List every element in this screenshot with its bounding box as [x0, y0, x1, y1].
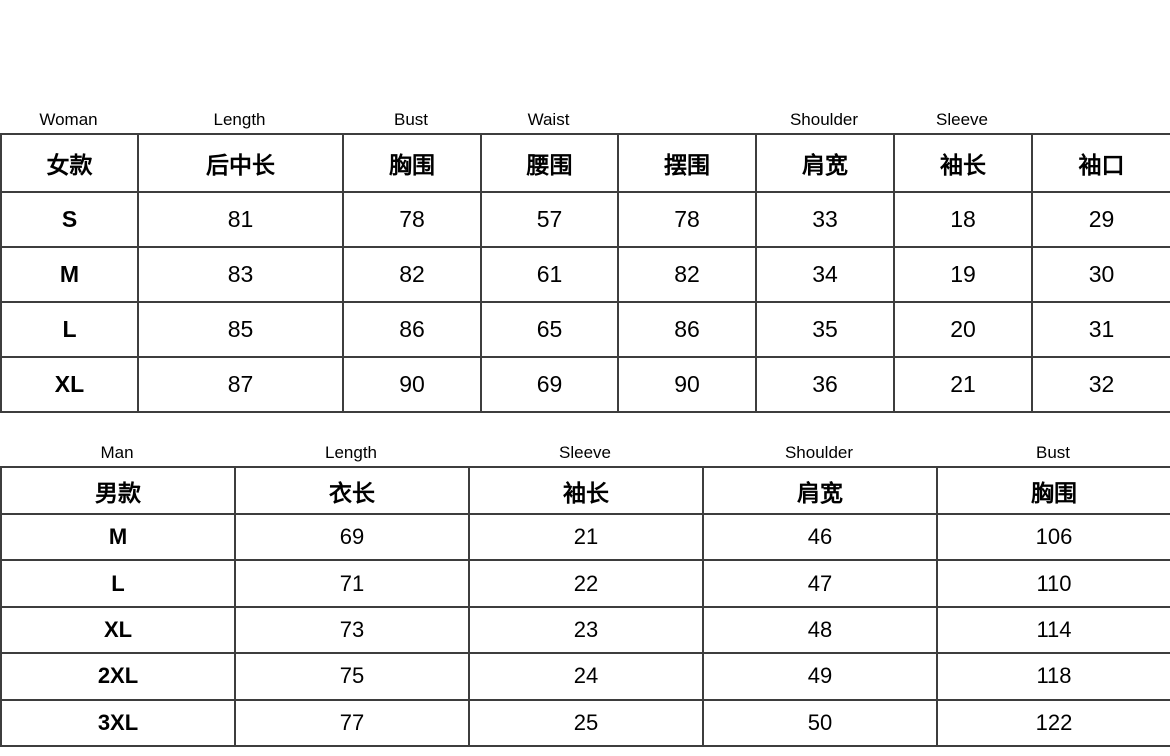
man-size-row-3xl: 3XL 77 25 50 122: [0, 698, 1170, 747]
woman-col-label-length: Length: [213, 110, 266, 129]
measurement-cell: 46: [702, 512, 938, 562]
measurement-cell: 19: [893, 246, 1033, 303]
woman-size-row-xl: XL 87 90 69 90 36 21 32: [0, 356, 1170, 413]
measurement-cell: 57: [480, 191, 619, 248]
measurement-cell: 71: [234, 559, 470, 608]
measurement-cell: 31: [1031, 301, 1170, 358]
measurement-cell: 48: [702, 605, 938, 655]
woman-header-cell: 袖长: [893, 133, 1033, 193]
measurement-cell: 21: [893, 356, 1033, 413]
measurement-cell: 35: [755, 301, 895, 358]
measurement-cell: 69: [234, 512, 470, 562]
measurement-cell: 23: [468, 605, 704, 655]
size-label-cell: L: [0, 559, 236, 608]
measurement-cell: 65: [480, 301, 619, 358]
man-header-cell: 衣长: [234, 466, 470, 515]
woman-header-cell: 袖口: [1031, 133, 1170, 193]
measurement-cell: 82: [342, 246, 482, 303]
man-header-cell: 肩宽: [702, 466, 938, 515]
woman-english-label-row: Woman Length Bust Waist Shoulder Sleeve: [0, 100, 1170, 133]
woman-header-row: 女款 后中长 胸围 腰围 摆围 肩宽 袖长 袖口: [0, 133, 1170, 193]
woman-header-cell: 后中长: [137, 133, 344, 193]
measurement-cell: 73: [234, 605, 470, 655]
measurement-cell: 83: [137, 246, 344, 303]
measurement-cell: 32: [1031, 356, 1170, 413]
woman-col-label-waist: Waist: [527, 110, 570, 129]
woman-size-row-s: S 81 78 57 78 33 18 29: [0, 191, 1170, 248]
measurement-cell: 69: [480, 356, 619, 413]
size-label-cell: 3XL: [0, 698, 236, 747]
man-size-row-xl: XL 73 23 48 114: [0, 605, 1170, 655]
woman-header-cell: 摆围: [617, 133, 757, 193]
man-header-row: 男款 衣长 袖长 肩宽 胸围: [0, 466, 1170, 515]
man-size-table: 男款 衣长 袖长 肩宽 胸围 M 69 21 46 106 L 71 22 47…: [0, 466, 1170, 747]
woman-size-row-l: L 85 86 65 86 35 20 31: [0, 301, 1170, 358]
measurement-cell: 118: [936, 652, 1170, 701]
size-label-cell: XL: [0, 356, 139, 413]
man-size-row-m: M 69 21 46 106: [0, 512, 1170, 562]
man-col-label-length: Length: [325, 443, 377, 462]
measurement-cell: 30: [1031, 246, 1170, 303]
measurement-cell: 114: [936, 605, 1170, 655]
size-label-cell: S: [0, 191, 139, 248]
measurement-cell: 49: [702, 652, 938, 701]
man-header-cell: 男款: [0, 466, 236, 515]
man-col-label-man: Man: [100, 443, 134, 462]
measurement-cell: 50: [702, 698, 938, 747]
measurement-cell: 78: [342, 191, 482, 248]
measurement-cell: 106: [936, 512, 1170, 562]
size-label-cell: L: [0, 301, 139, 358]
measurement-cell: 29: [1031, 191, 1170, 248]
measurement-cell: 81: [137, 191, 344, 248]
measurement-cell: 36: [755, 356, 895, 413]
man-header-cell: 胸围: [936, 466, 1170, 515]
measurement-cell: 90: [342, 356, 482, 413]
size-label-cell: M: [0, 512, 236, 562]
man-size-row-l: L 71 22 47 110: [0, 559, 1170, 608]
measurement-cell: 20: [893, 301, 1033, 358]
man-size-row-2xl: 2XL 75 24 49 118: [0, 652, 1170, 701]
woman-header-cell: 腰围: [480, 133, 619, 193]
man-size-section: Man Length Sleeve Shoulder Bust 男款 衣长 袖长…: [0, 433, 1170, 747]
woman-size-row-m: M 83 82 61 82 34 19 30: [0, 246, 1170, 303]
man-col-label-bust: Bust: [1035, 443, 1071, 462]
measurement-cell: 110: [936, 559, 1170, 608]
man-col-label-sleeve: Sleeve: [559, 443, 611, 462]
measurement-cell: 78: [617, 191, 757, 248]
measurement-cell: 75: [234, 652, 470, 701]
measurement-cell: 82: [617, 246, 757, 303]
measurement-cell: 24: [468, 652, 704, 701]
size-label-cell: M: [0, 246, 139, 303]
woman-header-cell: 女款: [0, 133, 139, 193]
woman-header-cell: 胸围: [342, 133, 482, 193]
measurement-cell: 90: [617, 356, 757, 413]
size-label-cell: 2XL: [0, 652, 236, 701]
measurement-cell: 21: [468, 512, 704, 562]
measurement-cell: 33: [755, 191, 895, 248]
woman-col-label-woman: Woman: [39, 110, 98, 129]
woman-col-label-bust: Bust: [393, 110, 429, 129]
measurement-cell: 25: [468, 698, 704, 747]
woman-size-section: Woman Length Bust Waist Shoulder Sleeve …: [0, 100, 1170, 413]
measurement-cell: 86: [342, 301, 482, 358]
measurement-cell: 87: [137, 356, 344, 413]
measurement-cell: 47: [702, 559, 938, 608]
measurement-cell: 77: [234, 698, 470, 747]
man-header-cell: 袖长: [468, 466, 704, 515]
measurement-cell: 18: [893, 191, 1033, 248]
woman-col-label-shoulder: Shoulder: [789, 110, 859, 129]
woman-size-table: 女款 后中长 胸围 腰围 摆围 肩宽 袖长 袖口 S 81 78 57 78 3…: [0, 133, 1170, 413]
measurement-cell: 22: [468, 559, 704, 608]
man-col-label-shoulder: Shoulder: [784, 443, 854, 462]
woman-header-cell: 肩宽: [755, 133, 895, 193]
measurement-cell: 122: [936, 698, 1170, 747]
woman-col-label-sleeve: Sleeve: [936, 110, 988, 129]
size-label-cell: XL: [0, 605, 236, 655]
measurement-cell: 85: [137, 301, 344, 358]
measurement-cell: 61: [480, 246, 619, 303]
man-english-label-row: Man Length Sleeve Shoulder Bust: [0, 433, 1170, 466]
measurement-cell: 34: [755, 246, 895, 303]
measurement-cell: 86: [617, 301, 757, 358]
